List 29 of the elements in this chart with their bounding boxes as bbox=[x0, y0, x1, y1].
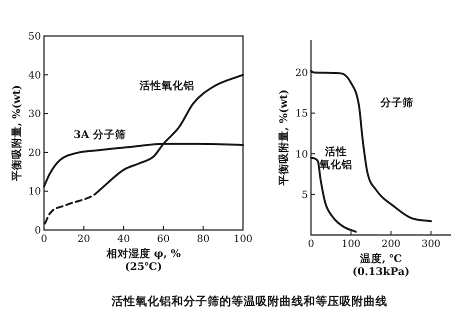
y-tick-label: 20 bbox=[28, 148, 41, 159]
y-tick-label: 40 bbox=[28, 70, 41, 82]
x-tick-label: 100 bbox=[233, 234, 253, 245]
text: (25℃) bbox=[124, 261, 162, 273]
text: 活性氧化铝和分子筛的等温吸附曲线和等压吸附曲线 bbox=[110, 294, 388, 308]
x-tick-label: 20 bbox=[77, 234, 90, 245]
y-axis-title: 平衡吸附量, %(wt) bbox=[10, 84, 23, 182]
y-axis-title: 平衡吸附量, %(wt) bbox=[277, 89, 290, 187]
y-tick-label: 50 bbox=[28, 32, 41, 42]
x-tick-label: 100 bbox=[341, 239, 361, 250]
series-label: 分子筛 bbox=[380, 96, 414, 109]
y-tick-label: 30 bbox=[28, 109, 41, 120]
x-tick-label: 80 bbox=[196, 234, 210, 245]
y-tick-label: 0 bbox=[34, 226, 41, 236]
x-tick-label: 60 bbox=[157, 234, 170, 245]
y-tick-label: 15 bbox=[295, 108, 308, 120]
text: (0.13kPa) bbox=[352, 266, 410, 278]
y-tick-label: 10 bbox=[295, 149, 308, 160]
y-tick-label: 10 bbox=[28, 186, 41, 198]
series-label: 活性氧化铝 bbox=[318, 144, 352, 171]
x-axis-title: 相对湿度 φ, % bbox=[105, 247, 181, 260]
x-tick-label: 300 bbox=[421, 239, 441, 250]
y-tick-label: 20 bbox=[295, 68, 308, 79]
x-tick-label: 40 bbox=[117, 234, 130, 245]
x-axis-title: 温度, ℃ bbox=[359, 252, 402, 265]
x-tick-label: 200 bbox=[381, 239, 401, 250]
series-label: 3A 分子筛 bbox=[74, 128, 126, 142]
y-tick-label: 5 bbox=[302, 190, 308, 201]
series-label: 活性氧化铝 bbox=[138, 78, 195, 92]
